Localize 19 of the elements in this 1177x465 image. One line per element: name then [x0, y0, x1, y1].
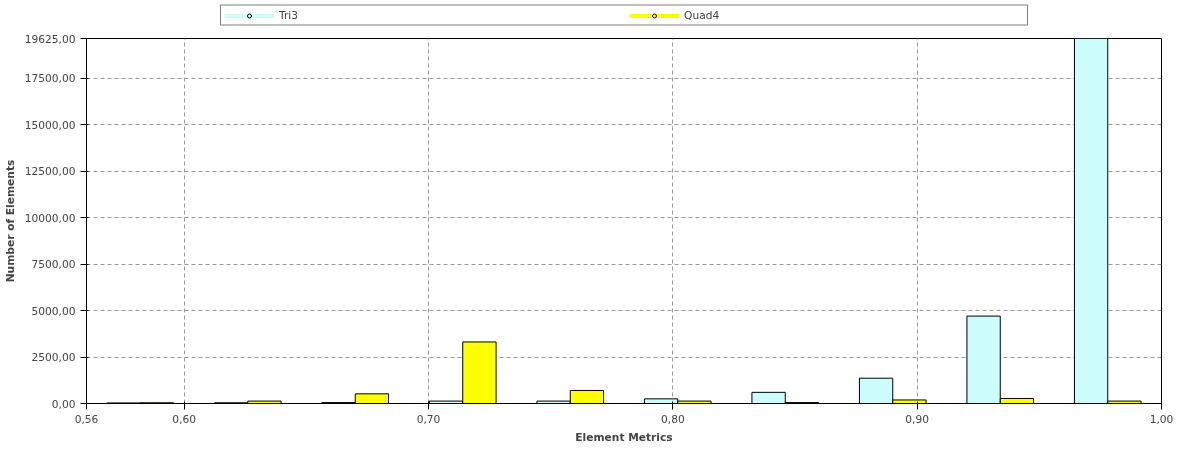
x-tick-label: 0,80	[661, 412, 685, 426]
y-tick-label: 19625,00	[24, 32, 76, 46]
x-tick-label: 1,00	[1149, 412, 1174, 426]
y-tick-label: 12500,00	[24, 165, 76, 179]
y-axis-title: Number of Elements	[3, 159, 17, 283]
y-tick-label: 17500,00	[24, 72, 76, 86]
y-tick-label: 2500,00	[31, 351, 76, 364]
y-tick-label: 5000,00	[31, 304, 76, 318]
legend-label: Tri3	[279, 8, 300, 22]
y-tick-label: 10000,00	[24, 211, 76, 225]
x-axis-title: Element Metrics	[575, 430, 673, 444]
x-tick-label: 0,90	[905, 412, 930, 426]
y-tick-label: 15000,00	[24, 118, 76, 132]
x-tick-label: 0,70	[416, 412, 441, 426]
x-tick-label: 0,56	[74, 412, 99, 426]
y-tick-label: 0,00	[51, 397, 76, 411]
y-tick-label: 7500,00	[31, 258, 76, 272]
legend-label: Quad4	[684, 8, 721, 22]
x-tick-label: 0,60	[172, 412, 197, 426]
